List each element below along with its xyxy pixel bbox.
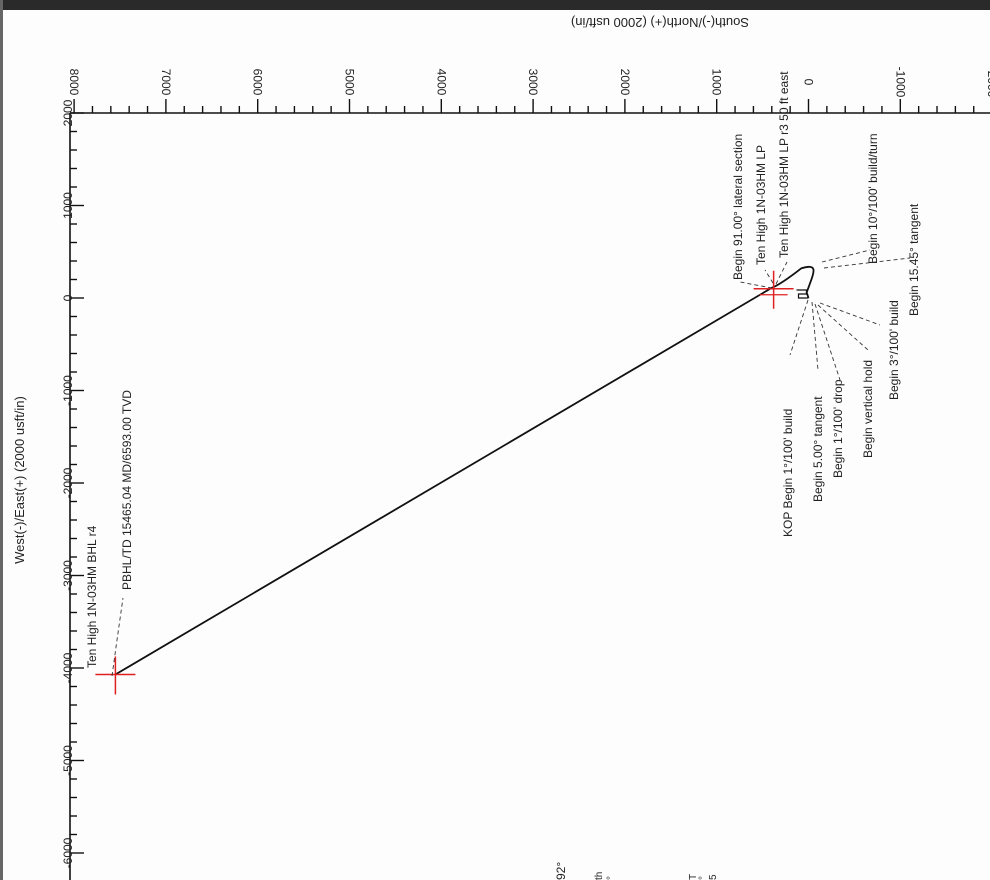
fragment-text: 92° <box>554 862 568 880</box>
annotation-pbhl: PBHL/TD 15465.04 MD/6593.00 TVD <box>120 390 134 590</box>
fragment-text: 5 <box>708 874 719 880</box>
annotations-group: Ten High 1N-03HM BHL r4 PBHL/TD 15465.04 … <box>85 71 921 880</box>
ns-tick-label: 7000 <box>159 69 173 96</box>
fragment-text: ° <box>606 876 617 880</box>
ns-tick-label: 6000 <box>251 69 265 96</box>
ns-tick-label: 3000 <box>526 69 540 96</box>
annotation-kop: KOP Begin 1°/100' build <box>781 409 795 537</box>
annotation-tan5: Begin 5.00° tangent <box>811 396 825 502</box>
top-border-strip <box>0 0 990 10</box>
ns-tick-label: 5000 <box>343 69 357 96</box>
annotation-bhl: Ten High 1N-03HM BHL r4 <box>85 525 99 668</box>
surface-drift-steps <box>796 289 809 299</box>
leader-bhl <box>111 597 124 677</box>
ns-tick-label: -1000 <box>893 67 907 98</box>
leader-tan1545 <box>823 257 911 269</box>
annotation-vhold: Begin vertical hold <box>861 360 875 458</box>
ew-tick-label: -3000 <box>61 560 75 591</box>
trajectory-group <box>95 266 815 695</box>
ns-axis-title: South(-)/North(+) (2000 usft/in) <box>571 15 749 30</box>
fragment-text: T <box>688 874 699 880</box>
ns-tick-label: 2000 <box>618 69 632 96</box>
leader-vhold <box>817 304 869 351</box>
ns-tick-label: 8000 <box>67 69 81 96</box>
leader-lp1 <box>764 269 774 284</box>
ew-tick-label: -1000 <box>61 375 75 406</box>
fragment-text: ° <box>698 876 709 880</box>
annotation-build3: Begin 3°/100' build <box>887 300 901 400</box>
ew-tick-label: -4000 <box>61 652 75 683</box>
leader-build10 <box>821 249 871 263</box>
left-border-strip <box>0 0 3 880</box>
ns-tick-label: 4000 <box>434 69 448 96</box>
ns-tick-label: 1000 <box>710 69 724 96</box>
ew-tick-label: 2000 <box>61 99 75 126</box>
leader-tan5 <box>811 301 819 371</box>
leader-drop1 <box>814 303 841 381</box>
axes-group: 8000 7000 6000 5000 4000 3000 2000 1000 0 -1000 -2… <box>12 15 990 880</box>
ew-tick-label: 1000 <box>61 192 75 219</box>
leader-lateral <box>739 281 773 289</box>
annotation-build10: Begin 10°/100' build/turn <box>866 133 880 264</box>
ew-tick-label: 0 <box>61 294 75 301</box>
ew-tick-label: -6000 <box>61 837 75 868</box>
annotation-lp2: Ten High 1N-03HM LP r3 50 ft east <box>777 71 791 258</box>
annotation-lp1: Ten High 1N-03HM LP <box>754 145 768 265</box>
annotation-lateral: Begin 91.00° lateral section <box>731 134 745 280</box>
ew-axis-title: West(-)/East(+) (2000 usft/in) <box>12 396 27 564</box>
ew-tick-label: -5000 <box>61 745 75 776</box>
fragment-text: th <box>594 872 605 880</box>
wellbore-trajectory <box>114 266 815 676</box>
annotation-drop1: Begin 1°/100' drop <box>831 379 845 478</box>
leader-build3 <box>819 302 881 326</box>
annotation-tan1545: Begin 15.45° tangent <box>907 203 921 316</box>
leader-kop <box>789 299 809 356</box>
ns-tick-label: 0 <box>802 79 816 86</box>
ew-tick-label: -2000 <box>61 467 75 498</box>
ns-tick-label: -2000 <box>985 67 990 98</box>
